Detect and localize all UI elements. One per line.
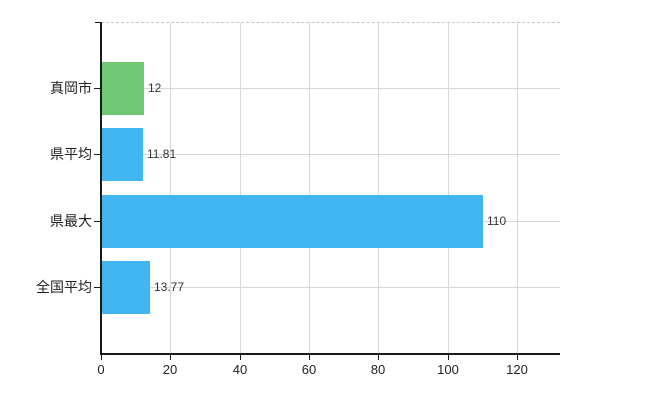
bar-0 [102,62,144,115]
y-axis-tick [94,287,100,288]
x-axis-tick [240,355,241,360]
x-axis-tick-label: 0 [97,362,105,377]
vertical-gridline [309,23,310,353]
vertical-gridline [240,23,241,353]
x-axis-tick [309,355,310,360]
vertical-gridline [448,23,449,353]
x-axis-tick [517,355,518,360]
x-axis-tick-label: 40 [232,362,248,377]
vertical-gridline [170,23,171,353]
bar-value-label: 13.77 [154,280,185,294]
category-label: 全国平均 [36,279,92,295]
vertical-gridline [378,23,379,353]
horizontal-gridline [102,88,560,89]
y-axis-line [100,22,102,355]
y-axis-tick [94,221,100,222]
horizontal-gridline [102,287,560,288]
bar-value-label: 12 [148,81,162,95]
x-axis-tick [448,355,449,360]
y-axis-tick [94,154,100,155]
bar-1 [102,128,143,181]
bar-value-label: 11.81 [147,147,177,161]
bar-value-label: 110 [487,214,507,228]
category-label: 県最大 [50,213,92,229]
x-axis-line [100,353,560,355]
y-axis-top-tick [95,22,101,23]
x-axis-tick-label: 100 [437,362,459,377]
x-axis-tick [378,355,379,360]
x-axis-tick-label: 80 [370,362,386,377]
y-axis-tick [94,88,100,89]
plot-top-border [101,22,560,23]
x-axis-tick-label: 120 [506,362,528,377]
horizontal-gridline [102,154,560,155]
category-label: 真岡市 [50,80,92,96]
x-axis-tick [170,355,171,360]
vertical-gridline [517,23,518,353]
x-axis-tick-label: 60 [301,362,317,377]
bar-3 [102,261,150,314]
x-axis-tick-label: 20 [162,362,178,377]
x-axis-tick [101,355,102,360]
bar-2 [102,195,483,248]
category-label: 県平均 [50,146,92,162]
